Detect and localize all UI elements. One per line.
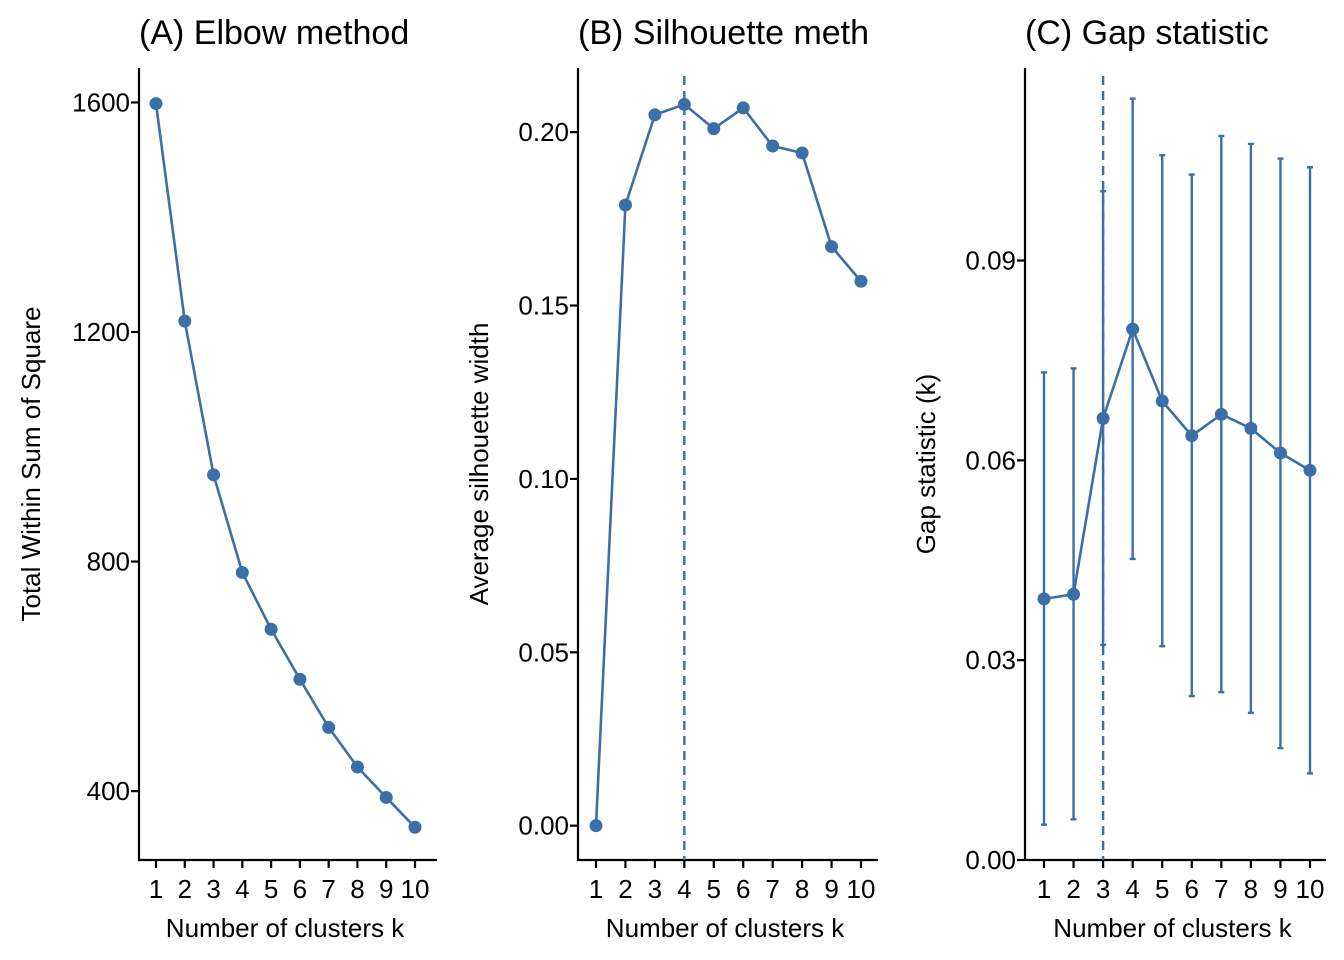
data-point (589, 819, 603, 833)
y-axis-title: Average silhouette width (464, 323, 494, 606)
x-tick-label: 7 (1214, 874, 1228, 904)
data-point (350, 760, 364, 774)
x-tick-label: 7 (321, 874, 335, 904)
data-point (618, 198, 632, 212)
y-tick-label: 0.00 (965, 845, 1016, 875)
data-point (677, 97, 691, 111)
data-point (1096, 411, 1110, 425)
x-tick-label: 10 (847, 874, 876, 904)
data-point (235, 565, 249, 579)
data-point (379, 790, 393, 804)
x-axis-title: Number of clusters k (1053, 913, 1292, 943)
data-point (1303, 463, 1317, 477)
data-point (149, 97, 163, 111)
data-point (795, 146, 809, 160)
x-tick-label: 1 (149, 874, 163, 904)
x-tick-label: 2 (178, 874, 192, 904)
y-tick-label: 1200 (72, 317, 130, 347)
y-tick-label: 0.05 (518, 637, 569, 667)
x-tick-label: 5 (1155, 874, 1169, 904)
x-tick-label: 4 (677, 874, 691, 904)
x-tick-label: 9 (824, 874, 838, 904)
data-point (322, 720, 336, 734)
x-tick-label: 1 (1037, 874, 1051, 904)
data-point (178, 314, 192, 328)
y-tick-label: 0.10 (518, 464, 569, 494)
x-tick-label: 5 (707, 874, 721, 904)
x-tick-label: 8 (1244, 874, 1258, 904)
y-axis-title: Total Within Sum of Square (16, 306, 46, 621)
x-tick-label: 4 (1125, 874, 1139, 904)
data-point (648, 108, 662, 122)
y-axis-title: Gap statistic (k) (911, 374, 941, 555)
x-tick-label: 10 (401, 874, 430, 904)
x-tick-label: 3 (206, 874, 220, 904)
chart-title: (A) Elbow method (139, 14, 409, 52)
x-tick-label: 6 (293, 874, 307, 904)
data-point (408, 820, 422, 834)
x-tick-label: 9 (1273, 874, 1287, 904)
y-tick-label: 0.09 (965, 246, 1016, 276)
data-point (1067, 587, 1081, 601)
data-point (1126, 322, 1140, 336)
x-tick-label: 2 (1066, 874, 1080, 904)
data-point (207, 468, 221, 482)
data-point (264, 622, 278, 636)
y-tick-label: 800 (87, 547, 130, 577)
x-tick-label: 1 (589, 874, 603, 904)
x-axis-title: Number of clusters k (606, 913, 845, 943)
x-tick-label: 5 (264, 874, 278, 904)
x-tick-label: 6 (1185, 874, 1199, 904)
x-tick-label: 9 (379, 874, 393, 904)
series-line (594, 102, 862, 826)
chart-panel-1: (A) Elbow method 400 800 1200 1600 1 2 3 4 5 6 7 8 9 1… (16, 14, 437, 943)
x-axis-title: Number of clusters k (166, 913, 405, 943)
x-tick-label: 8 (795, 874, 809, 904)
data-point (766, 139, 780, 153)
x-tick-label: 6 (736, 874, 750, 904)
x-tick-label: 7 (765, 874, 779, 904)
x-tick-label: 10 (1296, 874, 1325, 904)
y-tick-label: 1600 (72, 87, 130, 117)
data-point (854, 274, 868, 288)
chart-title: (C) Gap statistic (1025, 14, 1269, 52)
chart-title: (B) Silhouette meth (578, 14, 869, 52)
x-tick-label: 4 (235, 874, 249, 904)
data-point (707, 122, 721, 136)
data-point (1214, 407, 1228, 421)
x-tick-label: 2 (618, 874, 632, 904)
x-tick-label: 3 (648, 874, 662, 904)
x-tick-label: 8 (350, 874, 364, 904)
x-tick-label: 3 (1096, 874, 1110, 904)
y-tick-label: 0.03 (965, 645, 1016, 675)
y-tick-label: 0.15 (518, 291, 569, 321)
data-point (293, 672, 307, 686)
data-point (825, 240, 839, 254)
series-line (1043, 325, 1311, 601)
data-point (1273, 446, 1287, 460)
data-point (736, 101, 750, 115)
chart-panel-3: (C) Gap statistic 0.00 0.03 0.06 0.09 1 2 3 4 5 6 7… (911, 14, 1326, 943)
y-tick-label: 0.00 (518, 811, 569, 841)
data-point (1155, 394, 1169, 408)
data-point (1037, 592, 1051, 606)
series-line (154, 103, 416, 829)
data-point (1244, 421, 1258, 435)
data-point (1185, 429, 1199, 443)
y-tick-label: 400 (87, 776, 130, 806)
chart-panel-2: (B) Silhouette meth 0.00 0.05 0.10 0.15 0.20 1… (464, 14, 878, 943)
y-tick-label: 0.06 (965, 445, 1016, 475)
y-tick-label: 0.20 (518, 117, 569, 147)
